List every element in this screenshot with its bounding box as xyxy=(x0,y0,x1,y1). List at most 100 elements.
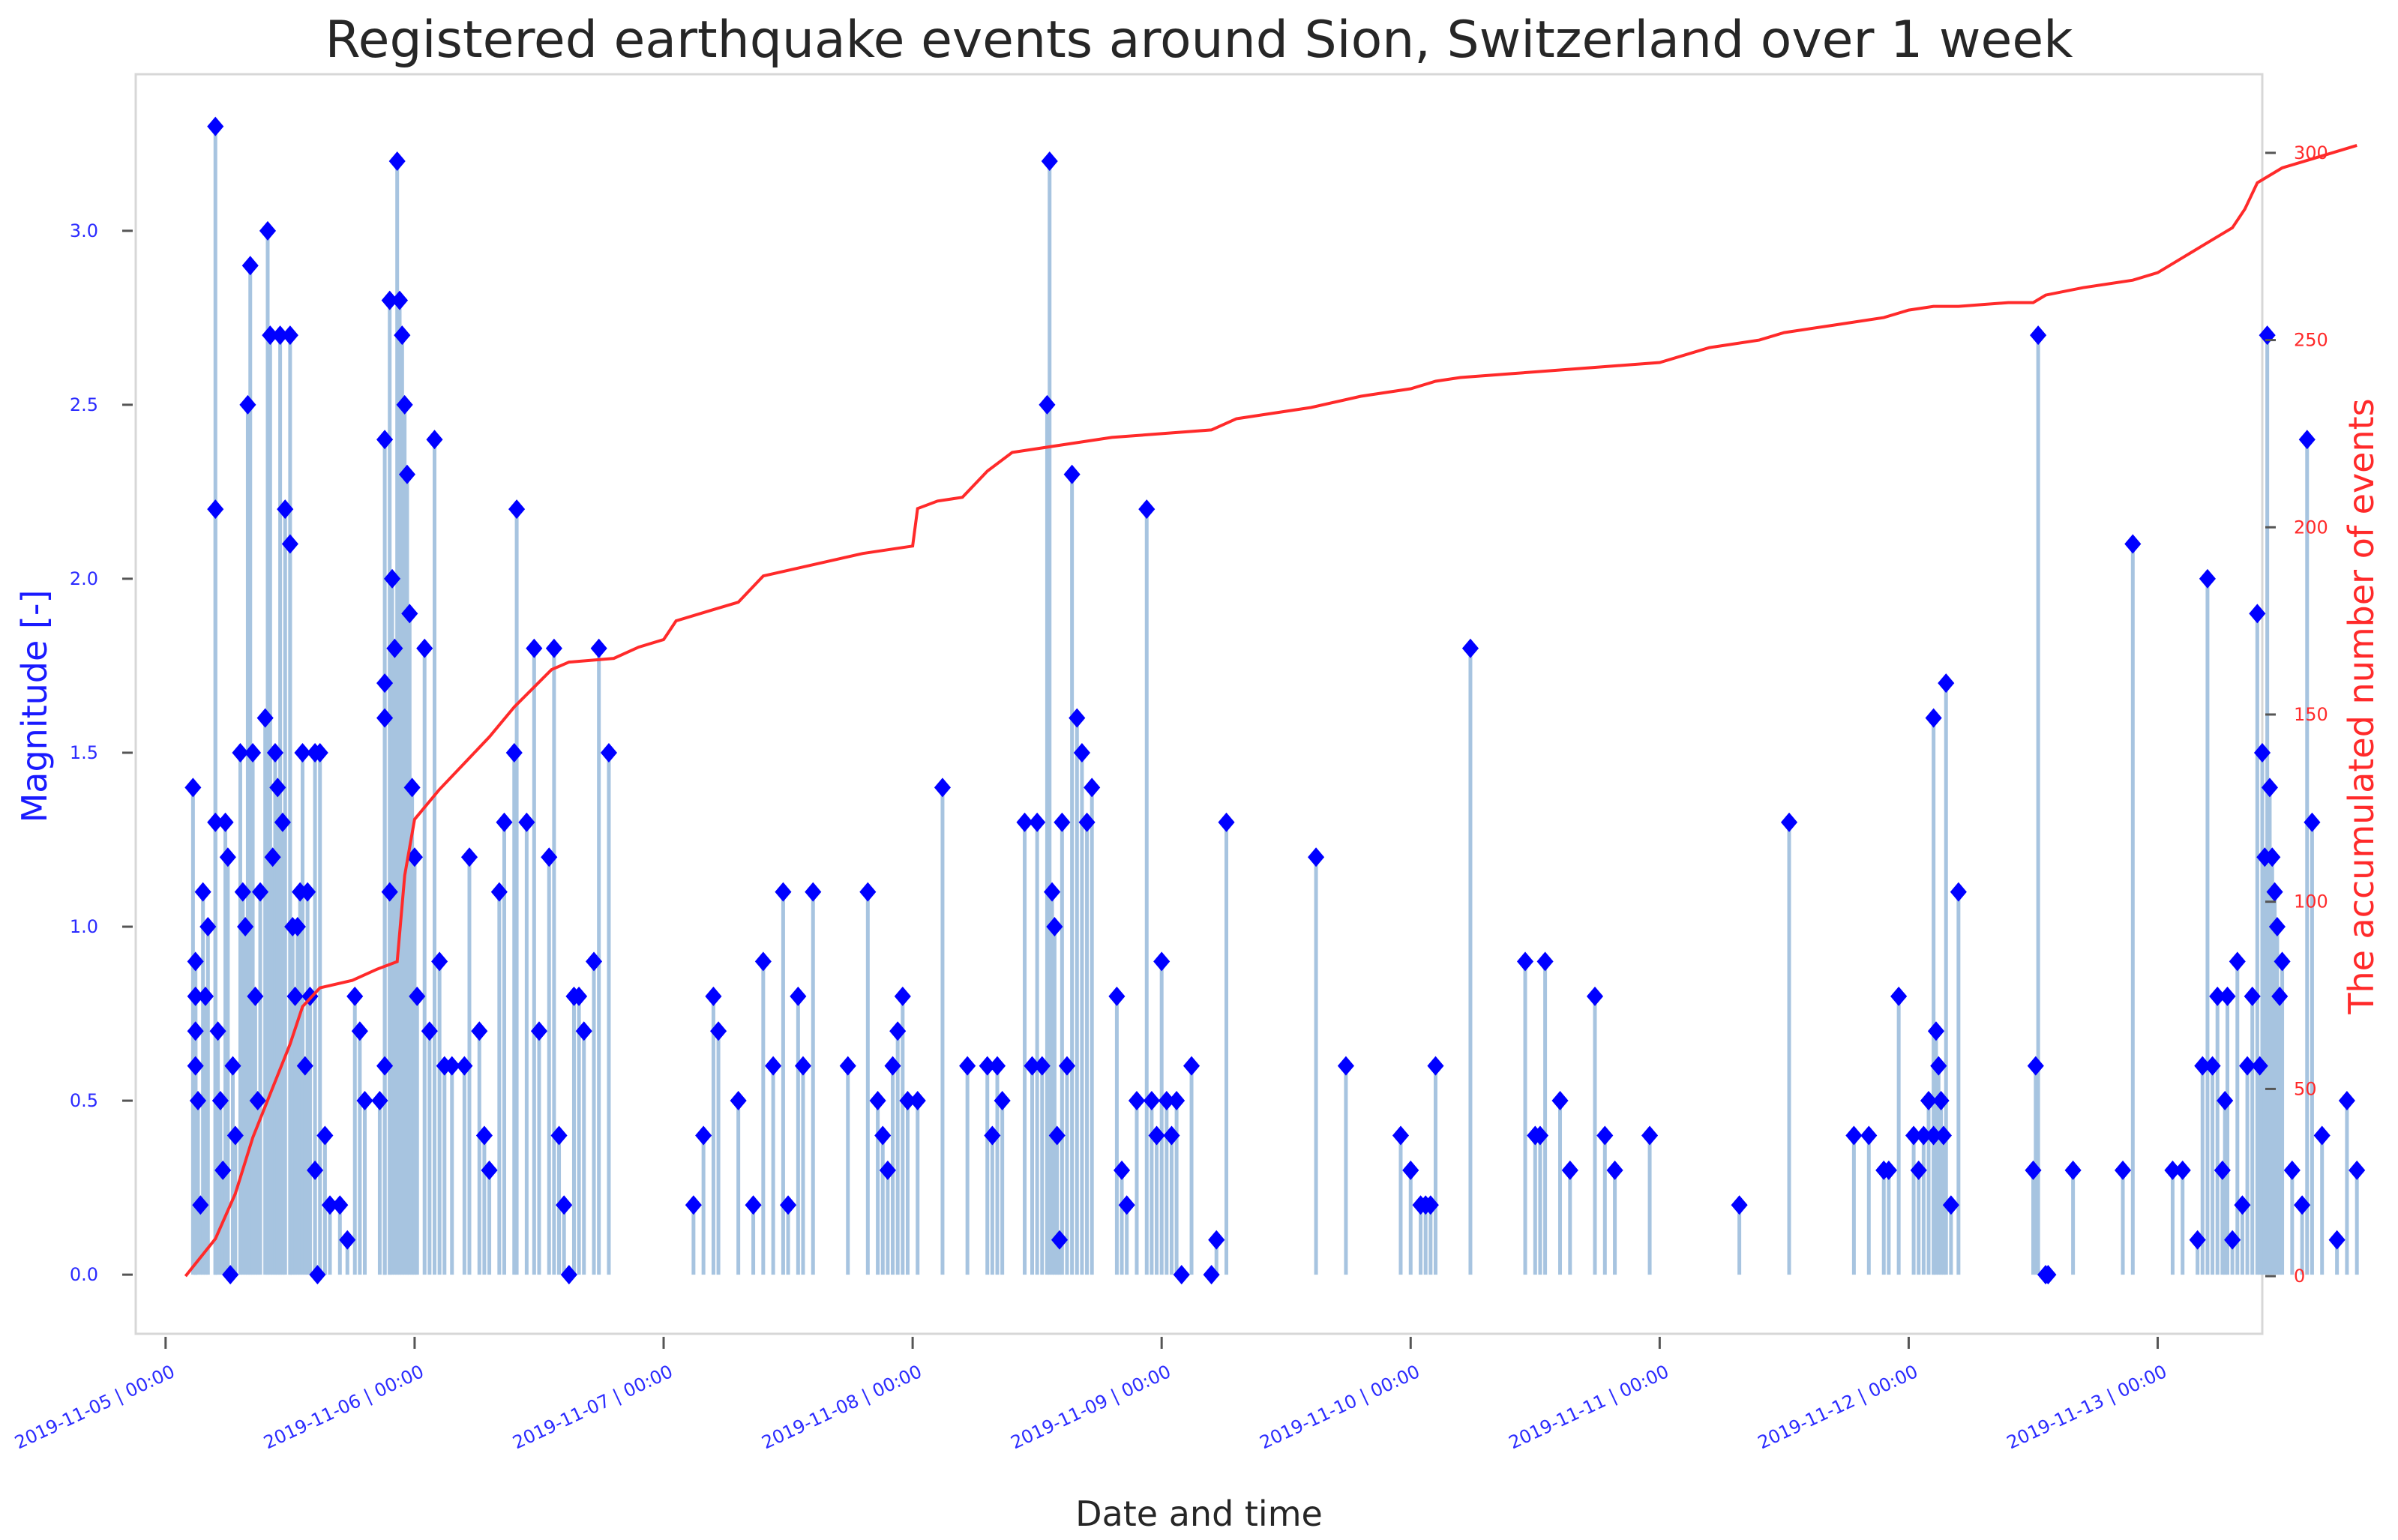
magnitude-marker xyxy=(194,882,211,902)
magnitude-marker xyxy=(1905,1125,1923,1146)
magnitude-marker xyxy=(894,986,911,1006)
x-tick-label: 2019-11-11 | 00:00 xyxy=(1506,1361,1672,1453)
magnitude-marker xyxy=(859,882,877,902)
magnitude-marker xyxy=(1930,1056,1947,1076)
magnitude-marker xyxy=(2114,1160,2132,1180)
magnitude-marker xyxy=(1153,951,1171,972)
magnitude-marker xyxy=(281,325,298,346)
x-axis-ticks: 2019-11-05 | 00:00 2019-11-06 | 00:00 2019… xyxy=(11,1337,2170,1453)
magnitude-marker xyxy=(1084,777,1101,798)
magnitude-marker xyxy=(207,499,224,520)
magnitude-marker xyxy=(2251,1056,2268,1076)
magnitude-marker xyxy=(2030,325,2047,346)
magnitude-marker xyxy=(2219,986,2236,1006)
magnitude-marker xyxy=(394,325,411,346)
magnitude-marker xyxy=(1337,1056,1354,1076)
magnitude-marker xyxy=(959,1056,976,1076)
magnitude-marker xyxy=(1173,1265,1190,1285)
magnitude-marker xyxy=(371,1091,388,1111)
magnitude-marker xyxy=(217,812,234,832)
magnitude-marker xyxy=(299,882,316,902)
magnitude-marker xyxy=(184,777,202,798)
magnitude-marker xyxy=(1046,917,1063,937)
magnitude-marker xyxy=(381,882,398,902)
magnitude-marker xyxy=(388,151,406,172)
x-axis-title: Date and time xyxy=(1075,1494,1323,1534)
magnitude-marker xyxy=(1308,847,1325,867)
magnitude-marker xyxy=(391,290,409,310)
left-y-tick-label: 1.0 xyxy=(70,916,98,937)
magnitude-marker xyxy=(2217,1091,2234,1111)
magnitude-marker xyxy=(1561,1160,1578,1180)
left-y-tick-label: 3.0 xyxy=(70,220,98,241)
magnitude-marker xyxy=(1942,1195,1959,1215)
magnitude-marker xyxy=(934,777,952,798)
x-tick-label: 2019-11-12 | 00:00 xyxy=(1755,1361,1921,1453)
magnitude-marker xyxy=(207,116,224,136)
magnitude-marker xyxy=(356,1091,373,1111)
magnitude-marker xyxy=(1925,708,1942,728)
magnitude-marker xyxy=(471,1021,488,1041)
magnitude-marker xyxy=(585,951,603,972)
magnitude-marker xyxy=(2040,1265,2057,1285)
magnitude-marker xyxy=(309,1265,326,1285)
right-y-tick-label: 200 xyxy=(2294,517,2328,538)
magnitude-marker xyxy=(765,1056,782,1076)
magnitude-marker xyxy=(1927,1021,1945,1041)
magnitude-marker xyxy=(1069,708,1086,728)
magnitude-marker xyxy=(2304,812,2321,832)
magnitude-marker xyxy=(2338,1091,2355,1111)
magnitude-marker xyxy=(984,1125,1001,1146)
magnitude-marker xyxy=(339,1230,356,1250)
magnitude-marker xyxy=(376,430,394,450)
magnitude-marker xyxy=(1932,1091,1950,1111)
left-y-tick-label: 1.5 xyxy=(70,742,98,763)
magnitude-marker xyxy=(496,812,513,832)
magnitude-marker xyxy=(244,742,262,763)
magnitude-marker xyxy=(187,1021,204,1041)
magnitude-marker xyxy=(2268,917,2286,937)
magnitude-marker xyxy=(775,882,792,902)
left-y-axis-title: Magnitude [-] xyxy=(14,590,55,823)
magnitude-marker xyxy=(316,1125,334,1146)
magnitude-marker xyxy=(874,1125,892,1146)
magnitude-marker xyxy=(241,256,259,276)
magnitude-marker xyxy=(2025,1160,2042,1180)
magnitude-marker xyxy=(1596,1125,1614,1146)
magnitude-marker xyxy=(2214,1160,2231,1180)
magnitude-marker xyxy=(1024,1056,1041,1076)
magnitude-marker xyxy=(1915,1125,1932,1146)
magnitude-marker xyxy=(2239,1056,2256,1076)
magnitude-marker xyxy=(189,1091,207,1111)
magnitude-marker xyxy=(2266,882,2283,902)
magnitude-marker xyxy=(1163,1125,1180,1146)
magnitude-marker xyxy=(575,1021,592,1041)
magnitude-marker xyxy=(2271,986,2289,1006)
magnitude-marker xyxy=(1016,812,1033,832)
magnitude-marker xyxy=(296,1056,313,1076)
magnitude-marker xyxy=(187,1056,204,1076)
magnitude-marker xyxy=(1051,1230,1069,1250)
magnitude-marker xyxy=(518,812,535,832)
magnitude-marker xyxy=(505,742,523,763)
magnitude-marker xyxy=(1536,951,1554,972)
magnitude-marker xyxy=(556,1195,573,1215)
x-tick-label: 2019-11-13 | 00:00 xyxy=(2004,1361,2170,1453)
magnitude-marker xyxy=(406,847,423,867)
magnitude-marker xyxy=(376,1056,394,1076)
x-tick-label: 2019-11-09 | 00:00 xyxy=(1008,1361,1174,1453)
magnitude-marker xyxy=(456,1056,473,1076)
magnitude-marker xyxy=(2224,1230,2241,1250)
magnitude-marker xyxy=(1920,1091,1938,1111)
magnitude-marker xyxy=(2234,1195,2251,1215)
left-y-tick-label: 0.5 xyxy=(70,1090,98,1111)
magnitude-marker xyxy=(1516,951,1534,972)
right-y-tick-label: 0 xyxy=(2294,1266,2305,1287)
magnitude-marker xyxy=(2349,1160,2366,1180)
magnitude-marker xyxy=(2164,1160,2181,1180)
magnitude-marker xyxy=(2249,604,2266,624)
magnitude-marker xyxy=(1392,1125,1410,1146)
magnitude-marker xyxy=(1063,464,1081,484)
magnitude-marker xyxy=(2199,568,2216,589)
magnitude-marker xyxy=(1860,1125,1878,1146)
